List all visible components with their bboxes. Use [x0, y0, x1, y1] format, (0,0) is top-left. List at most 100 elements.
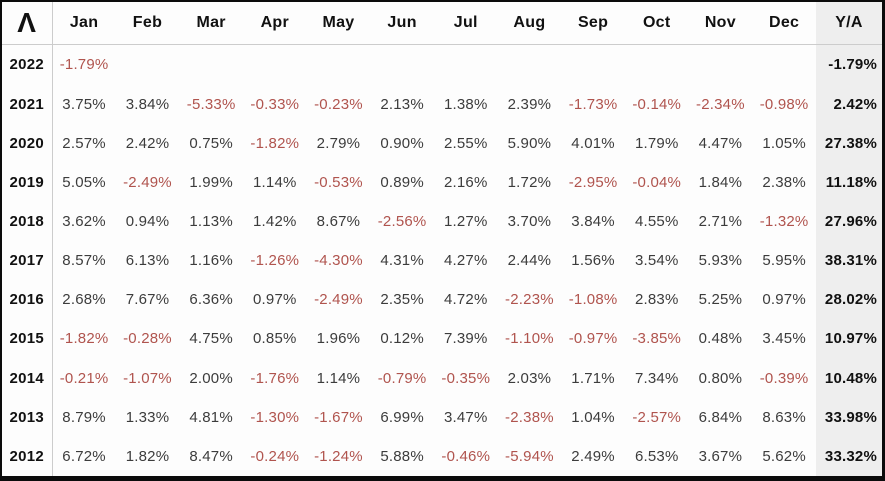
- return-cell-2013-aug: -2.38%: [505, 408, 554, 426]
- year-label-2021: 2021: [2, 84, 53, 124]
- return-cell-2018-apr: 1.42%: [253, 213, 297, 231]
- return-cell-2012-aug: -5.94%: [505, 447, 554, 465]
- return-cell-2015-mar: 4.75%: [189, 330, 233, 348]
- return-cell-2019-jul: 2.16%: [443, 173, 488, 191]
- return-cell-2012-apr: -0.24%: [250, 447, 300, 465]
- return-cell-2019-sep: -2.95%: [568, 173, 618, 191]
- return-cell-2020-aug: 5.90%: [507, 134, 552, 152]
- return-cell-2018-jan: 3.62%: [62, 213, 106, 231]
- return-cell-2016-feb: 7.67%: [125, 291, 170, 309]
- year-row-2014: 2014 -0.21% -1.07% 2.00% -1.76% 1.14% -0.79% -0…: [2, 358, 882, 398]
- brand-lambda-logo: Λ: [2, 2, 53, 45]
- return-cell-2012-sep: 2.49%: [571, 447, 615, 465]
- return-cell-2015-jul: 7.39%: [443, 330, 488, 348]
- return-cell-2022-aug: [498, 45, 562, 85]
- annual-return-cell-2021: 2.42%: [816, 84, 882, 124]
- col-header-apr: Apr: [242, 2, 307, 45]
- return-cell-2015-feb: -0.28%: [123, 330, 172, 348]
- return-cell-2022-jan: -1.79%: [59, 56, 109, 74]
- return-cell-2017-apr: -1.26%: [250, 252, 300, 270]
- return-cell-2012-jul: -0.46%: [441, 447, 491, 465]
- annual-return-cell-2022: -1.79%: [816, 44, 882, 85]
- return-cell-2017-dec: 5.95%: [762, 252, 806, 270]
- year-row-2013: 2013 8.79% 1.33% 4.81% -1.30% -1.67% 6.99% 3.47…: [2, 397, 882, 437]
- year-label-2015: 2015: [2, 319, 53, 359]
- return-cell-2012-feb: 1.82%: [125, 447, 170, 465]
- return-cell-2016-aug: -2.23%: [505, 291, 554, 309]
- return-cell-2020-nov: 4.47%: [698, 134, 743, 152]
- return-cell-2012-jun: 5.88%: [380, 447, 424, 465]
- return-cell-2013-jan: 8.79%: [62, 408, 106, 426]
- col-header-may: May: [306, 2, 371, 45]
- return-cell-2021-sep: -1.73%: [568, 95, 618, 113]
- return-cell-2018-jul: 1.27%: [443, 213, 488, 231]
- return-cell-2021-aug: 2.39%: [507, 95, 552, 113]
- return-cell-2016-sep: -1.08%: [568, 291, 618, 309]
- return-cell-2015-apr: 0.85%: [253, 330, 297, 348]
- return-cell-2013-apr: -1.30%: [250, 408, 300, 426]
- col-header-mar: Mar: [179, 2, 243, 45]
- return-cell-2021-jul: 1.38%: [443, 95, 488, 113]
- return-cell-2012-nov: 3.67%: [698, 447, 743, 465]
- year-row-2015: 2015 -1.82% -0.28% 4.75% 0.85% 1.96% 0.12% 7.39…: [2, 319, 882, 359]
- year-row-2016: 2016 2.68% 7.67% 6.36% 0.97% -2.49% 2.35% 4.72%…: [2, 280, 882, 320]
- return-cell-2022-may: [307, 45, 371, 85]
- return-cell-2019-oct: -0.04%: [632, 173, 682, 191]
- return-cell-2018-may: 8.67%: [316, 213, 361, 231]
- return-cell-2017-jul: 4.27%: [443, 252, 488, 270]
- return-cell-2021-mar: -5.33%: [186, 95, 236, 113]
- year-label-2018: 2018: [2, 202, 53, 242]
- col-header-jul: Jul: [433, 2, 498, 45]
- return-cell-2020-sep: 4.01%: [571, 134, 615, 152]
- annual-return-cell-2019: 11.18%: [816, 162, 882, 203]
- return-cell-2016-apr: 0.97%: [253, 291, 297, 309]
- returns-grid: Λ Jan Feb Mar Apr May Jun Jul Aug Sep Oct Nov Dec Y/…: [2, 2, 882, 476]
- return-cell-2022-mar: [179, 45, 243, 85]
- annual-return-cell-2012: 33.32%: [816, 436, 882, 476]
- return-cell-2019-jan: 5.05%: [62, 173, 106, 191]
- return-cell-2021-dec: -0.98%: [759, 95, 809, 113]
- return-cell-2022-jul: [434, 45, 498, 85]
- col-header-dec: Dec: [752, 2, 816, 45]
- return-cell-2017-jun: 4.31%: [380, 252, 424, 270]
- return-cell-2015-may: 1.96%: [316, 330, 361, 348]
- return-cell-2014-jun: -0.79%: [377, 369, 427, 387]
- year-label-2013: 2013: [2, 397, 53, 437]
- year-label-2019: 2019: [2, 162, 53, 203]
- return-cell-2022-sep: [561, 45, 625, 85]
- return-cell-2022-jun: [370, 45, 434, 85]
- return-cell-2017-jan: 8.57%: [62, 252, 106, 270]
- return-cell-2014-jan: -0.21%: [59, 369, 109, 387]
- year-row-2020: 2020 2.57% 2.42% 0.75% -1.82% 2.79% 0.90% 2.55%…: [2, 123, 882, 163]
- return-cell-2013-jun: 6.99%: [380, 408, 424, 426]
- annual-return-cell-2017: 38.31%: [816, 241, 882, 281]
- return-cell-2016-nov: 5.25%: [698, 291, 743, 309]
- annual-return-cell-2016: 28.02%: [816, 280, 882, 320]
- return-cell-2021-feb: 3.84%: [125, 95, 170, 113]
- annual-return-cell-2013: 33.98%: [816, 397, 882, 437]
- return-cell-2012-oct: 6.53%: [634, 447, 679, 465]
- return-cell-2020-apr: -1.82%: [250, 134, 300, 152]
- return-cell-2013-dec: 8.63%: [762, 408, 806, 426]
- return-cell-2016-may: -2.49%: [314, 291, 363, 309]
- return-cell-2012-may: -1.24%: [314, 447, 363, 465]
- return-cell-2021-jun: 2.13%: [380, 95, 424, 113]
- return-cell-2013-oct: -2.57%: [632, 408, 682, 426]
- return-cell-2014-apr: -1.76%: [250, 369, 300, 387]
- return-cell-2020-jun: 0.90%: [380, 134, 424, 152]
- return-cell-2015-nov: 0.48%: [698, 330, 743, 348]
- return-cell-2017-feb: 6.13%: [125, 252, 170, 270]
- return-cell-2022-apr: [243, 45, 307, 85]
- return-cell-2012-jan: 6.72%: [62, 447, 106, 465]
- return-cell-2013-mar: 4.81%: [189, 408, 233, 426]
- return-cell-2015-jun: 0.12%: [380, 330, 424, 348]
- return-cell-2017-aug: 2.44%: [507, 252, 552, 270]
- return-cell-2013-may: -1.67%: [314, 408, 363, 426]
- return-cell-2021-may: -0.23%: [314, 95, 363, 113]
- year-label-2022: 2022: [2, 44, 53, 85]
- year-label-2020: 2020: [2, 123, 53, 163]
- return-cell-2013-nov: 6.84%: [698, 408, 743, 426]
- return-cell-2018-aug: 3.70%: [507, 213, 552, 231]
- return-cell-2019-feb: -2.49%: [123, 173, 172, 191]
